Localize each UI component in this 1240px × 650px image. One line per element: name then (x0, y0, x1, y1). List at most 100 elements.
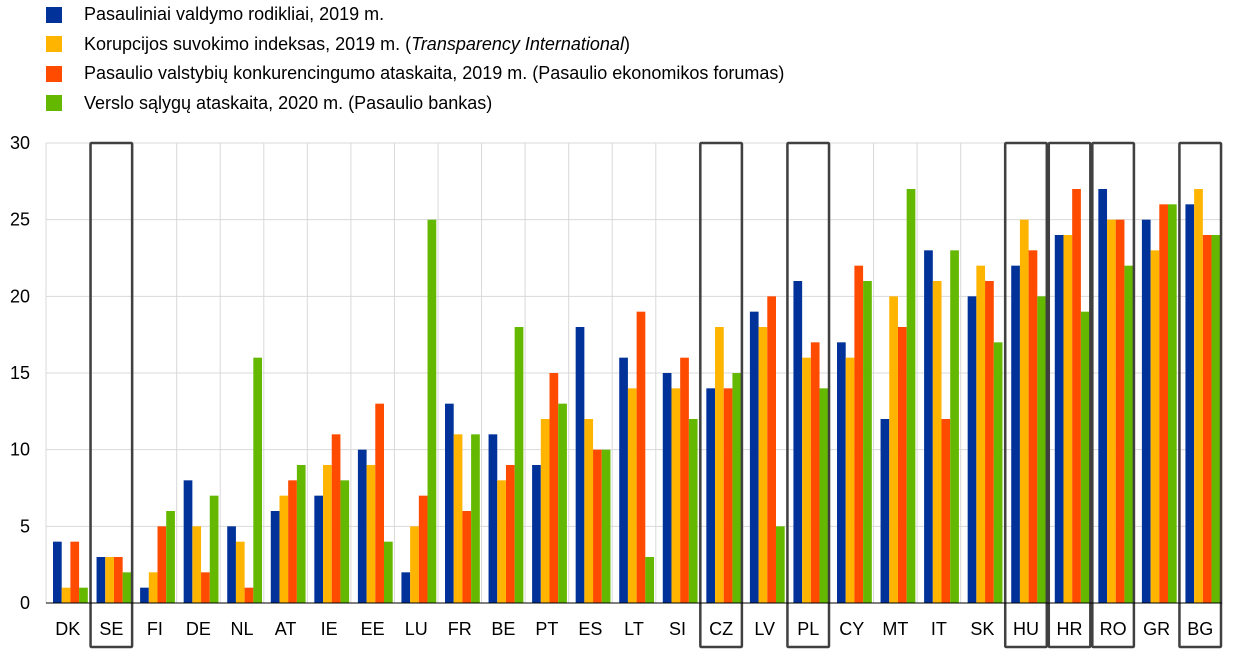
x-tick-label: ES (578, 619, 602, 639)
bar (113, 557, 123, 603)
bar (906, 189, 916, 603)
bar (532, 465, 541, 603)
bar (79, 587, 88, 603)
bar (706, 388, 716, 603)
legend-label-part: Verslo sąlygų ataskaita, 2020 m. (Pasaul… (84, 92, 493, 113)
bar (227, 526, 236, 603)
bar (723, 388, 733, 603)
bar (340, 480, 350, 603)
bar (1037, 296, 1047, 603)
x-tick-label: FR (448, 619, 472, 639)
bar (375, 403, 384, 603)
bar (775, 526, 785, 603)
highlight-box (699, 141, 744, 649)
bar (967, 296, 977, 603)
bar (1150, 250, 1160, 604)
bar (540, 419, 550, 603)
bar (140, 587, 149, 603)
bar (192, 526, 202, 603)
x-tick-label: AT (275, 619, 297, 639)
legend-swatch (46, 95, 62, 112)
bar (105, 557, 114, 603)
bar (122, 572, 132, 603)
x-tick-label: NL (230, 619, 253, 639)
bar (671, 388, 681, 603)
bar (1159, 204, 1168, 604)
x-tick-label: CZ (709, 619, 733, 639)
bar (1185, 204, 1195, 604)
bar (601, 449, 611, 603)
x-tick-label: LV (754, 619, 775, 639)
x-tick-label: LT (624, 619, 644, 639)
bar (645, 557, 655, 603)
legend-label-part: Pasauliniai valdymo rodikliai, 2019 m. (84, 4, 385, 25)
bar (932, 281, 942, 603)
legend-item: Verslo sąlygų ataskaita, 2020 m. (Pasaul… (46, 89, 784, 119)
bar (1028, 250, 1038, 604)
x-tick-label: RO (1100, 619, 1127, 639)
bar (157, 526, 167, 603)
bar (897, 327, 907, 603)
legend: Pasauliniai valdymo rodikliai, 2019 m. Ko… (46, 0, 784, 118)
bar (410, 526, 419, 603)
bar (680, 357, 689, 603)
x-tick-label: PL (797, 619, 819, 639)
legend-swatch (46, 65, 62, 82)
legend-swatch (46, 6, 62, 23)
bar (1080, 311, 1090, 603)
bar (505, 465, 515, 603)
bar (854, 265, 864, 603)
bar (401, 572, 411, 603)
x-tick-label: MT (882, 619, 908, 639)
bar (889, 296, 898, 603)
bar (357, 449, 367, 603)
bar (1124, 265, 1134, 603)
y-tick-label: 15 (10, 363, 30, 383)
x-tick-label: SE (99, 619, 123, 639)
highlight-box (786, 141, 831, 649)
bar (201, 572, 210, 603)
highlight-box (89, 141, 134, 649)
bar (758, 327, 768, 603)
bar (558, 403, 567, 603)
bar (314, 495, 324, 603)
bar (549, 373, 559, 603)
bar (662, 373, 672, 603)
bar (863, 281, 872, 603)
bar (497, 480, 506, 603)
bar (584, 419, 594, 603)
bar (453, 434, 463, 603)
bar (1098, 189, 1108, 603)
highlight-box (1091, 141, 1136, 649)
y-tick-label: 20 (10, 286, 30, 306)
highlight-box (1047, 141, 1092, 649)
bar (366, 465, 376, 603)
bar (1011, 265, 1020, 603)
x-tick-label: BE (491, 619, 515, 639)
bar (96, 557, 106, 603)
bar (636, 311, 646, 603)
bar (924, 250, 933, 604)
bar (802, 357, 811, 603)
x-tick-label: EE (361, 619, 385, 639)
bar (627, 388, 637, 603)
bar (1019, 219, 1029, 603)
bar (445, 403, 454, 603)
legend-label-part: ) (623, 33, 630, 54)
bar (1167, 204, 1177, 604)
bar (70, 541, 80, 603)
legend-label-part: Pasaulio valstybių konkurencingumo atask… (84, 63, 785, 84)
bar (331, 434, 341, 603)
bar (575, 327, 585, 603)
bar (244, 587, 254, 603)
bar (288, 480, 297, 603)
legend-swatch (46, 36, 62, 53)
legend-item: Pasaulio valstybių konkurencingumo atask… (46, 59, 784, 89)
bar (845, 357, 855, 603)
x-tick-label: BG (1187, 619, 1213, 639)
axes: 0 5 10 15 20 25 30 DK SE FI DE NL AT IE EE LU FR BE PT ES LT… (10, 133, 1222, 639)
bar (53, 541, 62, 603)
x-tick-label: HU (1013, 619, 1039, 639)
legend-label-part: Korupcijos suvokimo indeksas, 2019 m. ( (84, 33, 412, 54)
